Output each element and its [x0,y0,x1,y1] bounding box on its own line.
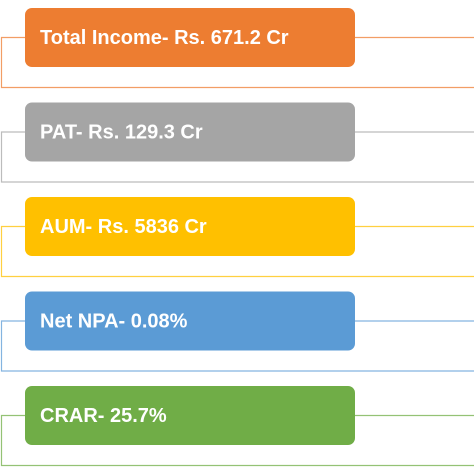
label-text: CRAR- 25.7% [40,405,167,427]
label-box [25,386,355,445]
label-box [25,197,355,256]
label-text: Net NPA- 0.08% [40,310,188,332]
label-text: Total Income- Rs. 671.2 Cr [40,27,289,49]
label-box [25,102,355,162]
label-text: AUM- Rs. 5836 Cr [40,216,207,238]
label-box [25,291,355,351]
label-text: PAT- Rs. 129.3 Cr [40,121,203,143]
label-box [25,8,355,67]
